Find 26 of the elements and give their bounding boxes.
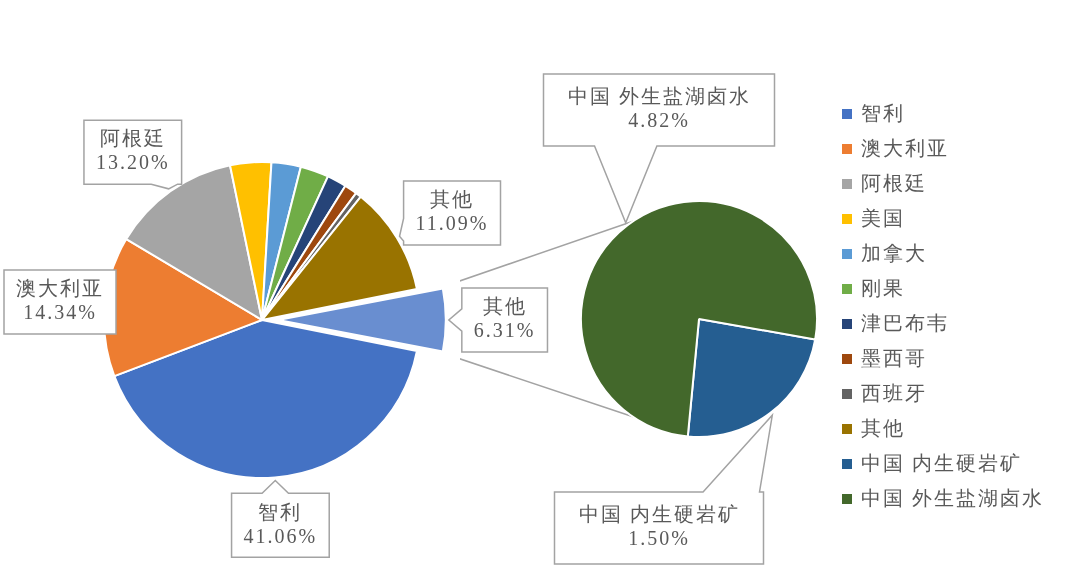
- legend-label: 澳大利亚: [861, 136, 949, 161]
- slice-label: 其他: [430, 188, 475, 211]
- legend-label: 刚果: [861, 276, 905, 301]
- legend-label: 美国: [861, 206, 905, 231]
- data-label: 1.50%: [628, 527, 690, 550]
- data-label: 13.20%: [95, 151, 170, 174]
- legend-label: 智利: [861, 101, 905, 126]
- legend-label: 其他: [861, 416, 905, 441]
- legend-label: 墨西哥: [861, 346, 927, 371]
- data-label: 4.82%: [628, 109, 690, 132]
- legend-label: 津巴布韦: [861, 311, 949, 336]
- slice-label: 其他: [482, 295, 527, 318]
- slice-label: 智利: [258, 500, 303, 523]
- data-label: 6.31%: [473, 319, 536, 342]
- legend-label: 西班牙: [861, 381, 927, 406]
- slice-label: 澳大利亚: [16, 277, 104, 300]
- data-label: 41.06%: [243, 524, 318, 547]
- legend-label: 阿根廷: [861, 171, 927, 196]
- legend-label: 中国 内生硬岩矿: [861, 451, 1022, 476]
- slice-label: 中国 内生硬岩矿: [578, 503, 740, 526]
- legend-label: 中国 外生盐湖卤水: [861, 486, 1044, 511]
- legend-label: 加拿大: [861, 241, 927, 266]
- slice-label: 阿根廷: [99, 127, 166, 150]
- slice-label: 中国 外生盐湖卤水: [567, 85, 751, 108]
- data-label: 14.34%: [23, 301, 97, 324]
- data-label: 11.09%: [415, 212, 489, 235]
